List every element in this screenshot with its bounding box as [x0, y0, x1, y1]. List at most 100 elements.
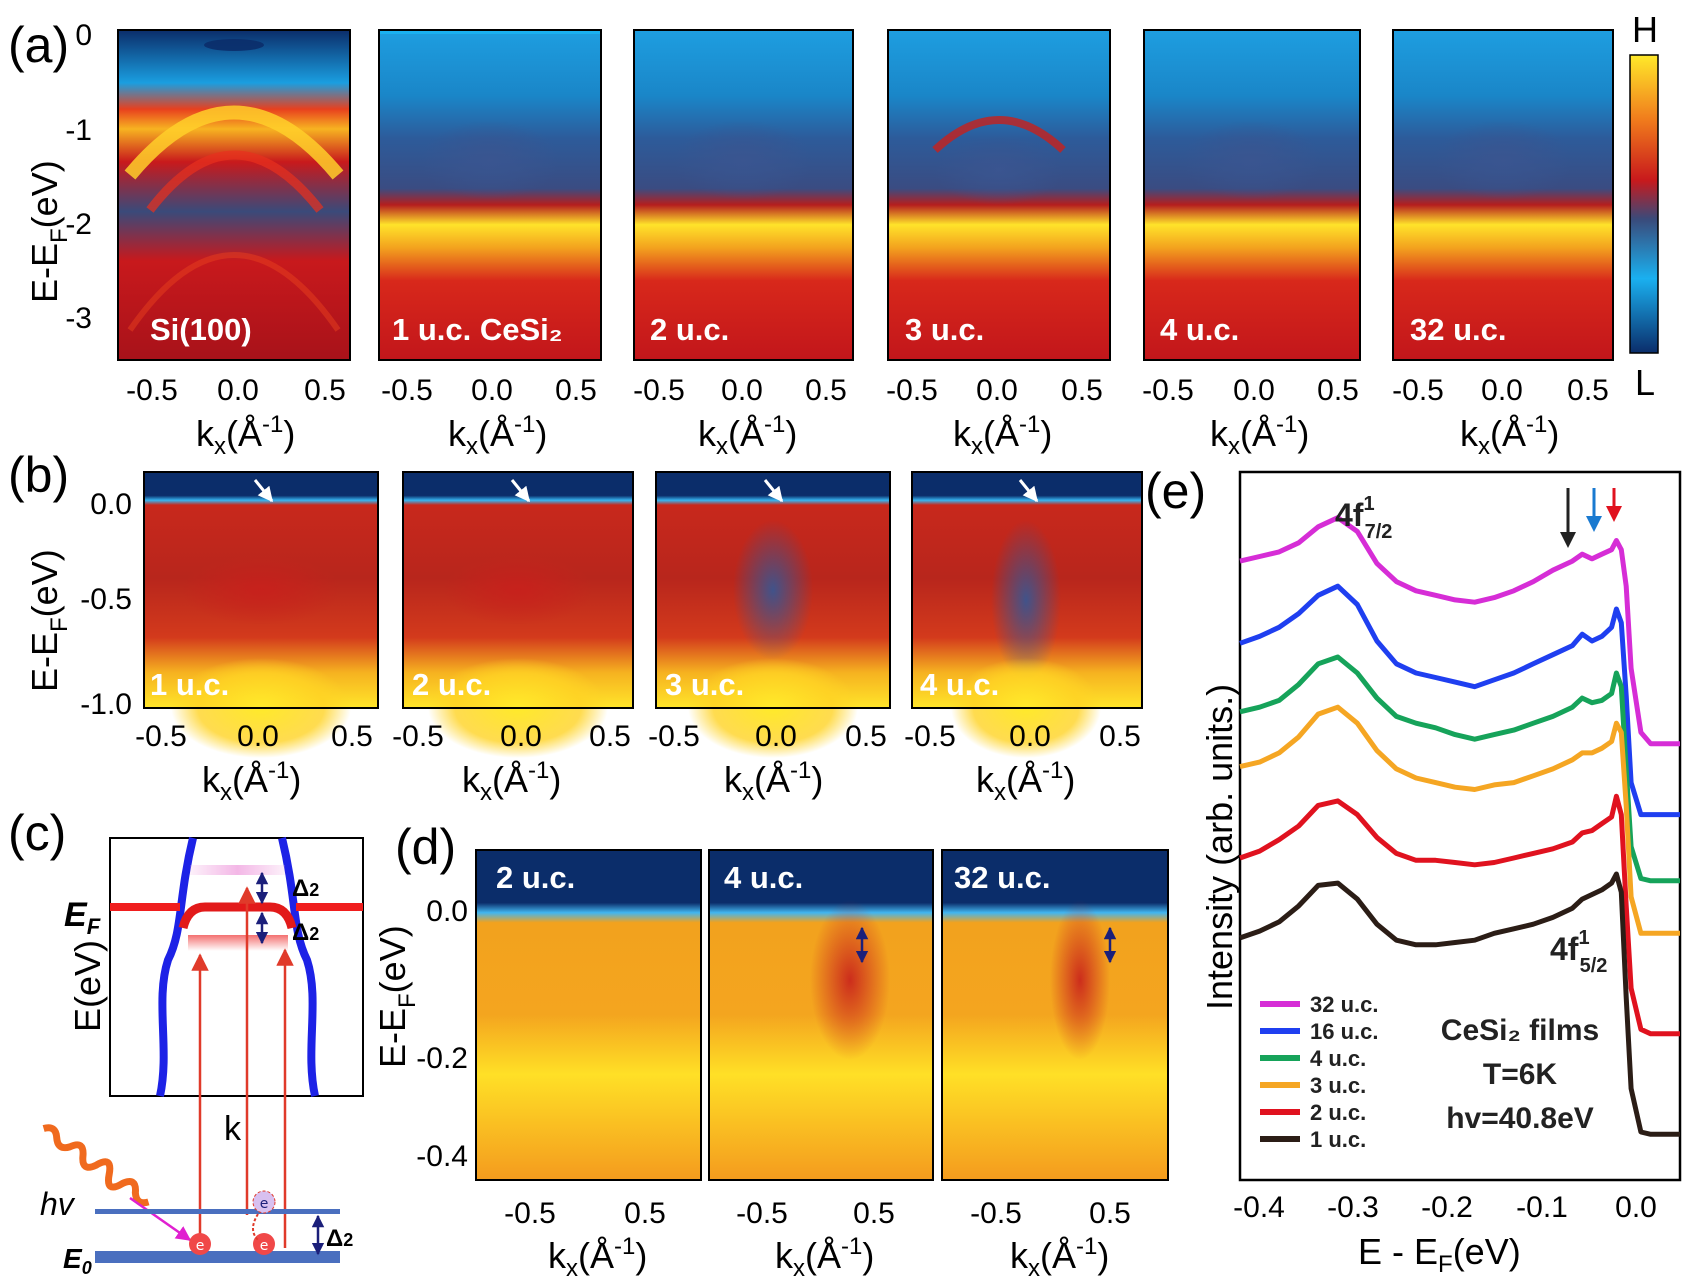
- xtick: 0.5: [555, 374, 597, 407]
- panel-e-xlabel: E - EF(eV): [1358, 1231, 1521, 1278]
- xtick: -0.5: [1392, 374, 1444, 407]
- xlabel: kx(Å-1): [448, 411, 547, 460]
- image-label: 3 u.c.: [665, 667, 744, 702]
- legend-entry: 2 u.c.: [1310, 1100, 1366, 1125]
- photon-energy-label: hv: [40, 1186, 76, 1222]
- xtick: -0.2: [1421, 1191, 1473, 1224]
- xlabel: kx(Å-1): [698, 411, 797, 460]
- xtick: -0.5: [648, 720, 700, 753]
- band-right: [278, 837, 319, 1097]
- image-label: 1 u.c. CeSi₂: [392, 312, 563, 347]
- xlabel: kx(Å-1): [1010, 1233, 1109, 1279]
- panel-b-ylabel: E-EF(eV): [24, 549, 73, 692]
- xtick: 0.0: [471, 374, 513, 407]
- xtick: 0.0: [1009, 720, 1051, 753]
- panel-a-xticks: -0.5 0.0 0.5 -0.5 0.0 0.5 -0.5 0.0 0.5 -…: [126, 374, 1609, 407]
- xtick: 0.5: [1089, 1197, 1131, 1230]
- panel-a: (a) E-EF(eV) 0 -1 -2 -3 Si(100) 1 u.c. C…: [8, 9, 1659, 460]
- spectrum-curve-4-u-c-: [1239, 654, 1680, 884]
- peak-arrows: [1560, 488, 1622, 548]
- arpes-image-b-1uc: 1 u.c.: [143, 471, 379, 758]
- xlabel: kx(Å-1): [953, 411, 1052, 460]
- xtick: -0.5: [886, 374, 938, 407]
- arpes-image-32uc: 32 u.c.: [1392, 29, 1614, 361]
- condition-text: hv=40.8eV: [1446, 1102, 1594, 1135]
- panel-d-xticks: -0.5 0.5 -0.5 0.5 -0.5 0.5: [504, 1197, 1131, 1230]
- xlabel: kx(Å-1): [462, 757, 561, 806]
- panel-label-c: (c): [8, 805, 66, 861]
- xtick: 0.0: [1481, 374, 1523, 407]
- measurement-conditions: CeSi₂ films T=6K hv=40.8eV: [1441, 1014, 1599, 1135]
- ytick: -0.5: [80, 583, 132, 616]
- xlabel: kx(Å-1): [775, 1233, 874, 1279]
- arpes-image-d-32uc: 32 u.c.: [941, 849, 1169, 1181]
- image-label: 32 u.c.: [954, 860, 1051, 895]
- peak-label-4f72: 4f1 7/2: [1335, 493, 1392, 543]
- image-label: 2 u.c.: [496, 860, 575, 895]
- arpes-image-d-2uc: 2 u.c.: [475, 849, 702, 1181]
- ytick: -0.2: [416, 1042, 468, 1075]
- panel-b: (b) E-EF(eV) 0.0 -0.5 -1.0 1 u.c. 2 u.c.: [8, 447, 1143, 806]
- legend-entry: 3 u.c.: [1310, 1073, 1366, 1098]
- xtick: 0.0: [721, 374, 763, 407]
- spectrum-curve-2-u-c-: [1239, 793, 1680, 1037]
- image-label: 1 u.c.: [150, 667, 229, 702]
- panel-label-d: (d): [395, 819, 456, 875]
- xlabel: kx(Å-1): [548, 1233, 647, 1279]
- xlabel: kx(Å-1): [1460, 411, 1559, 460]
- condition-text: T=6K: [1483, 1058, 1558, 1091]
- band-left: [156, 837, 197, 1097]
- arpes-image-si100: Si(100): [117, 29, 351, 361]
- ytick: 0: [75, 19, 92, 52]
- panel-b-xlabels: kx(Å-1) kx(Å-1) kx(Å-1) kx(Å-1): [202, 757, 1075, 806]
- panel-c: (c) Δ2 Δ2 EF E(eV) k hv E0 e: [8, 805, 364, 1278]
- ytick: -1.0: [80, 688, 132, 721]
- arpes-image-b-2uc: 2 u.c.: [402, 471, 634, 758]
- xtick: 0.5: [1317, 374, 1359, 407]
- xtick: 0.5: [1061, 374, 1103, 407]
- xtick: -0.5: [970, 1197, 1022, 1230]
- spectrum-curve-32-u-c-: [1239, 515, 1680, 747]
- xtick: 0.0: [237, 720, 279, 753]
- panel-b-yticks: 0.0 -0.5 -1.0: [80, 488, 132, 721]
- arpes-image-b-4uc: 4 u.c.: [911, 471, 1143, 758]
- xlabel: kx(Å-1): [724, 757, 823, 806]
- xtick: -0.5: [904, 720, 956, 753]
- colorbar-high-label: H: [1632, 9, 1658, 50]
- legend-entry: 16 u.c.: [1310, 1019, 1378, 1044]
- ytick: -2: [65, 208, 92, 241]
- xtick: -0.5: [135, 720, 187, 753]
- colorbar: H L: [1629, 9, 1659, 403]
- panel-a-xlabels: kx(Å-1) kx(Å-1) kx(Å-1) kx(Å-1) kx(Å-1) …: [196, 411, 1559, 460]
- spectrum-curve-16-u-c-: [1239, 583, 1680, 818]
- xtick: -0.5: [126, 374, 178, 407]
- legend-entry: 1 u.c.: [1310, 1127, 1366, 1152]
- image-label: 2 u.c.: [412, 667, 491, 702]
- panel-c-ylabel: E(eV): [67, 940, 108, 1032]
- panel-label-e: (e): [1145, 463, 1206, 519]
- spectrum-curve-3-u-c-: [1239, 704, 1680, 936]
- xlabel: kx(Å-1): [202, 757, 301, 806]
- spectra-curves: [1239, 515, 1680, 1137]
- panel-a-ylabel: E-EF(eV): [24, 160, 73, 303]
- band-schematic-box: [109, 837, 364, 1097]
- fermi-level-label: EF: [64, 896, 101, 939]
- xtick: -0.5: [1142, 374, 1194, 407]
- image-label: 32 u.c.: [1410, 312, 1507, 347]
- xtick: -0.5: [392, 720, 444, 753]
- excited-electron-icon: [252, 1190, 276, 1214]
- image-label: 4 u.c.: [724, 860, 803, 895]
- arpes-image-3uc: 3 u.c.: [887, 29, 1111, 361]
- xtick: 0.5: [304, 374, 346, 407]
- ytick: 0.0: [426, 895, 468, 928]
- gap-label-upper: Δ2: [292, 875, 319, 902]
- panel-d-xlabels: kx(Å-1) kx(Å-1) kx(Å-1): [548, 1233, 1109, 1279]
- photon-wave-icon: [42, 1124, 192, 1242]
- xtick: 0.5: [845, 720, 887, 753]
- arpes-image-b-3uc: 3 u.c.: [655, 471, 891, 758]
- spectra-frame: [1238, 470, 1682, 1182]
- arpes-image-2uc: 2 u.c.: [633, 29, 854, 361]
- xtick: 0.5: [589, 720, 631, 753]
- arpes-image-1uc: 1 u.c. CeSi₂: [378, 29, 602, 361]
